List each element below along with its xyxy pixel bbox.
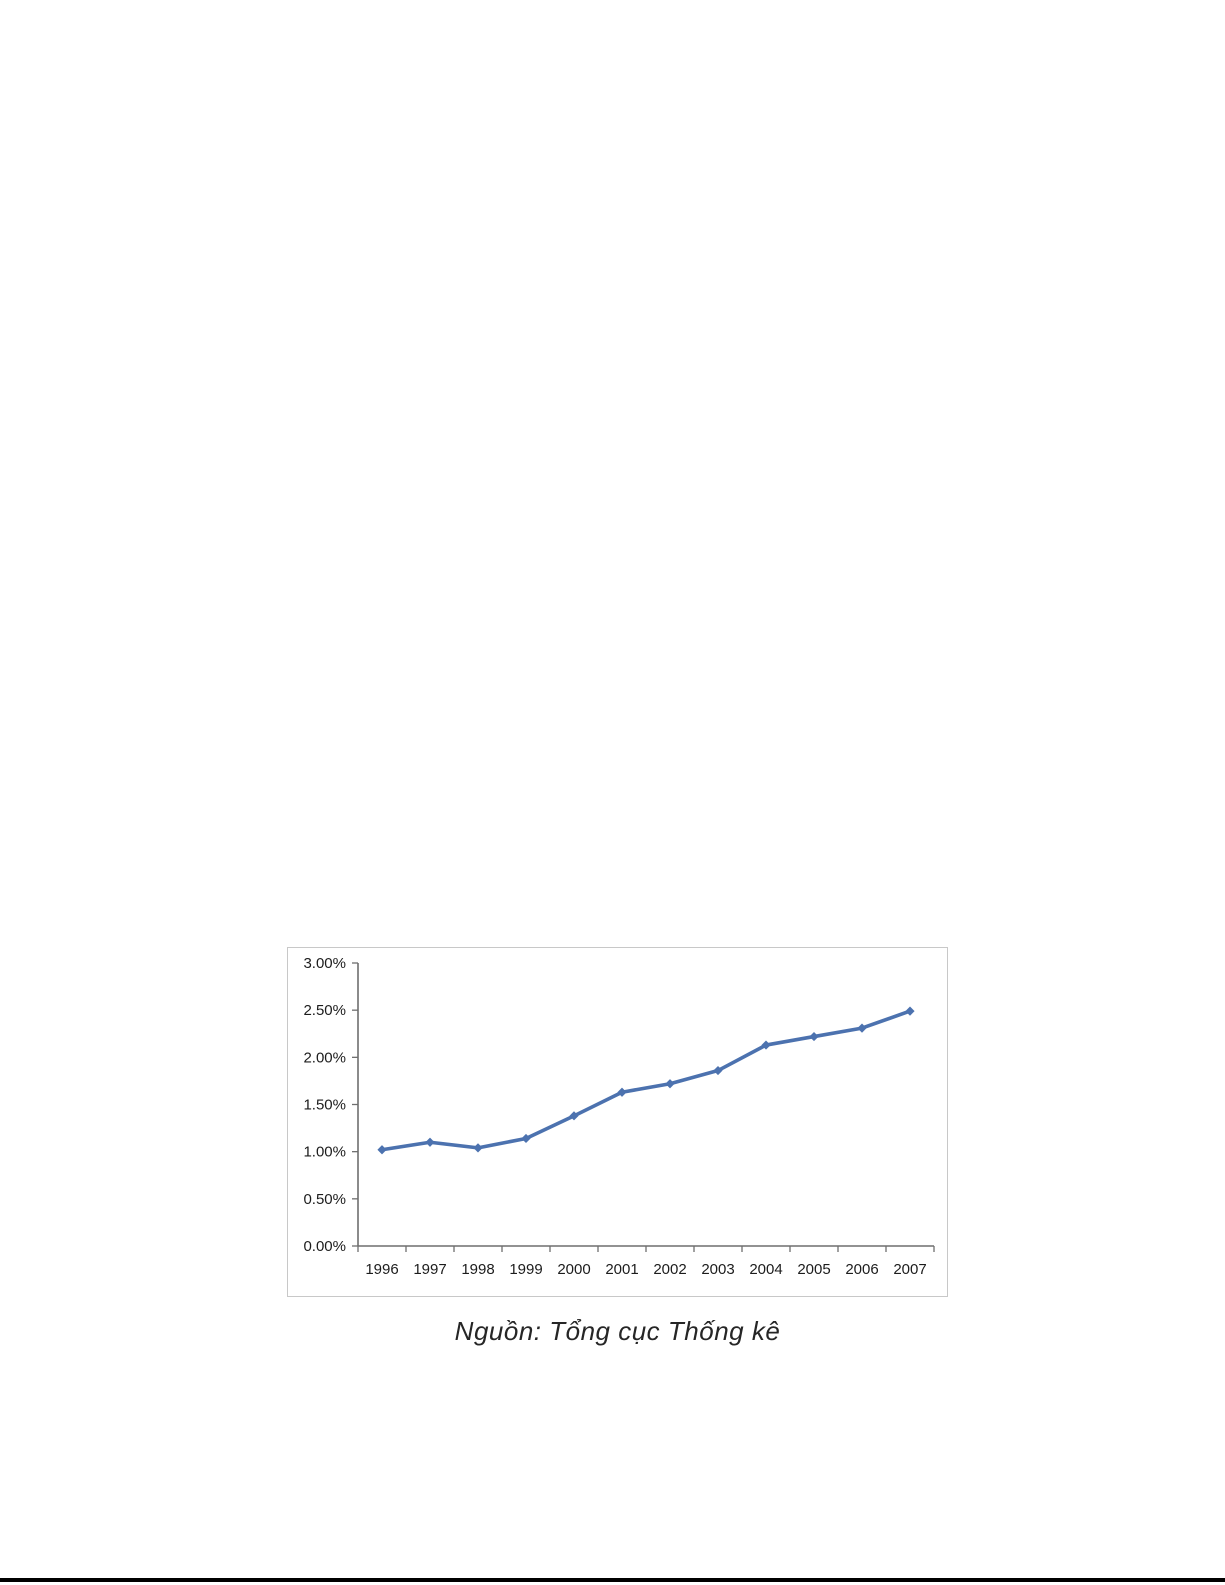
data-point-marker bbox=[617, 1087, 627, 1097]
x-axis-tick-label: 2003 bbox=[701, 1261, 734, 1278]
x-axis-tick-label: 1999 bbox=[509, 1261, 542, 1278]
data-point-marker bbox=[377, 1145, 387, 1155]
x-axis-tick-label: 2001 bbox=[605, 1261, 638, 1278]
x-axis-tick-label: 1997 bbox=[413, 1261, 446, 1278]
y-axis-tick-label: 0.50% bbox=[303, 1191, 346, 1208]
chart-source-caption: Nguồn: Tổng cục Thống kê bbox=[454, 1316, 781, 1346]
y-axis-tick-label: 1.50% bbox=[303, 1097, 346, 1114]
x-axis-tick-label: 2004 bbox=[749, 1261, 782, 1278]
y-axis-tick-label: 1.00% bbox=[303, 1144, 346, 1161]
line-chart-figure: 0.00% 0.50% 1.00% 1.50% 2.00% 2.50% 3.00% 1996 1… bbox=[287, 947, 948, 1297]
data-point-marker bbox=[713, 1065, 723, 1076]
data-point-marker bbox=[809, 1031, 819, 1042]
data-point-marker bbox=[761, 1040, 771, 1050]
x-axis-tick-label: 2007 bbox=[893, 1261, 926, 1278]
x-axis-tick-label: 1998 bbox=[461, 1261, 494, 1278]
data-point-marker bbox=[473, 1143, 483, 1153]
y-axis-tick-label: 2.00% bbox=[303, 1049, 346, 1066]
data-point-marker bbox=[905, 1006, 915, 1016]
page-bottom-rule bbox=[0, 1578, 1225, 1582]
y-axis-tick-label: 0.00% bbox=[303, 1238, 346, 1255]
data-point-marker bbox=[569, 1111, 579, 1121]
y-axis-tick-label: 2.50% bbox=[303, 1002, 346, 1019]
data-line bbox=[380, 1009, 912, 1152]
x-axis-tick-label: 2006 bbox=[845, 1261, 878, 1278]
x-axis-tick-label: 2000 bbox=[557, 1261, 590, 1278]
line-chart-canvas: 0.00% 0.50% 1.00% 1.50% 2.00% 2.50% 3.00% 1996 1… bbox=[303, 955, 935, 1278]
data-point-marker bbox=[857, 1023, 867, 1033]
data-point-marker bbox=[521, 1133, 531, 1144]
data-point-marker bbox=[425, 1137, 435, 1147]
x-axis-tick-label: 2005 bbox=[797, 1261, 830, 1278]
y-axis-tick-label: 3.00% bbox=[303, 955, 346, 972]
x-axis-tick-label: 2002 bbox=[653, 1261, 686, 1278]
data-point-marker bbox=[665, 1079, 675, 1089]
x-axis-tick-label: 1996 bbox=[365, 1261, 398, 1278]
